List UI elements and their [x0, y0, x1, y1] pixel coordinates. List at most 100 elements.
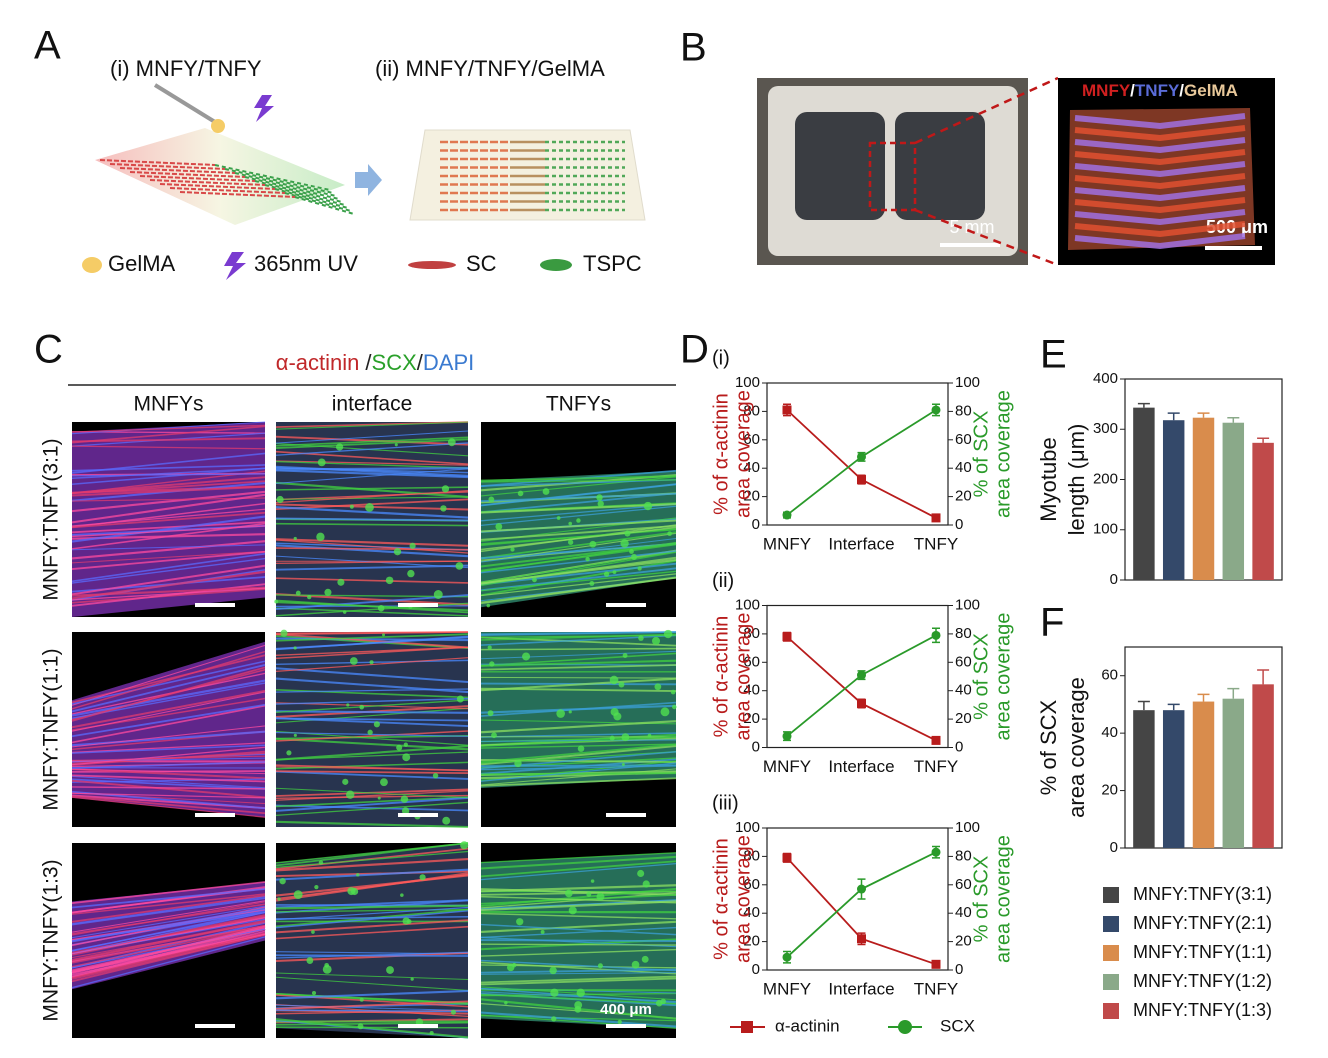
bar [1133, 407, 1155, 580]
y2-tick-label: 100 [955, 596, 980, 613]
fiber [480, 939, 677, 943]
legend-bars: MNFY:TNFY(3:1) MNFY:TNFY(2:1) MNFY:TNFY(1:… [1103, 884, 1272, 1020]
bar [1133, 710, 1155, 848]
cell [631, 960, 640, 969]
cell [433, 590, 443, 599]
cell [609, 735, 615, 741]
y-tick-label: 300 [1093, 420, 1118, 437]
fiber [71, 779, 266, 799]
fiber [480, 650, 677, 660]
fiber [71, 703, 266, 738]
cell [568, 521, 573, 526]
fiber [234, 172, 337, 197]
y-tick-label: 80 [743, 402, 760, 419]
y-tick-label: 60 [1101, 667, 1118, 684]
y2-axis-label: area coverage [992, 613, 1014, 741]
legend-label: SCX [940, 1016, 975, 1035]
fiber [129, 171, 246, 178]
cell [286, 750, 292, 756]
marker [782, 405, 792, 415]
fiber [275, 469, 469, 479]
stripe [1074, 197, 1246, 214]
fiber [480, 948, 677, 957]
fiber [275, 745, 469, 761]
fiber [480, 634, 677, 639]
photo: 5 mm [757, 78, 1028, 265]
fiber [71, 679, 266, 717]
stain-part: TNFY [1135, 81, 1180, 100]
y-axis-label: area coverage [732, 613, 754, 741]
chart-subtitle: (ii) [712, 570, 734, 592]
cell [603, 571, 610, 577]
cell [295, 590, 301, 596]
fiber [71, 502, 266, 528]
fiber [71, 445, 266, 450]
cell [349, 504, 354, 509]
fiber [275, 460, 469, 469]
fiber [214, 164, 331, 191]
cell [276, 495, 284, 504]
fiber [275, 1000, 469, 1010]
cell [609, 675, 619, 685]
step-label: (i) MNFY/TNFY [110, 56, 262, 81]
y-axis-label: % of α-actinin [710, 393, 732, 515]
cell [510, 547, 515, 552]
x-tick-label: MNFY [763, 979, 811, 998]
fiber [480, 977, 677, 986]
fiber [275, 517, 469, 522]
error-bar [1227, 687, 1240, 699]
fiber [275, 481, 469, 499]
cell [440, 505, 447, 512]
fiber [275, 707, 469, 724]
y2-axis-label: % of SCX [970, 411, 992, 498]
cell [567, 539, 574, 545]
fiber [275, 544, 469, 558]
cell [576, 518, 581, 523]
marker [782, 510, 792, 520]
fiber [275, 486, 469, 491]
fiber [275, 717, 469, 722]
zoom-line [914, 208, 1059, 267]
cell [356, 873, 360, 877]
micrograph [480, 422, 677, 617]
tissue [276, 843, 468, 1038]
fiber [275, 989, 469, 1000]
bar [1162, 420, 1185, 580]
cell [373, 721, 380, 728]
cell [335, 443, 344, 451]
fiber [71, 903, 266, 935]
fiber [480, 532, 677, 563]
y-tick-label: 20 [743, 710, 760, 727]
fiber [480, 562, 677, 586]
y2-tick-label: 80 [955, 625, 972, 642]
cell [621, 733, 630, 742]
marker [857, 884, 866, 894]
fiber [71, 421, 266, 435]
y-axis-label: % of α-actinin [710, 616, 732, 738]
fiber [275, 868, 469, 881]
fiber [71, 900, 266, 933]
fiber [71, 550, 266, 564]
fiber [71, 792, 266, 799]
fiber [71, 742, 266, 753]
cell [574, 1006, 582, 1013]
y-tick-label: 0 [752, 738, 760, 755]
cell [507, 963, 515, 972]
fiber [275, 906, 469, 921]
fiber [224, 168, 334, 194]
fiber [275, 465, 469, 477]
y-tick-label: 60 [743, 431, 760, 448]
fiber [480, 743, 677, 749]
cell [316, 532, 325, 542]
marker [931, 959, 941, 969]
cell [314, 885, 319, 890]
fiber [275, 730, 469, 742]
fiber [71, 894, 266, 923]
fiber [139, 175, 256, 182]
schematic-step1 [95, 83, 345, 225]
series-line [786, 857, 937, 966]
cell [402, 753, 411, 762]
cell [442, 816, 451, 825]
y-tick-label: 0 [752, 961, 760, 978]
fiber [71, 654, 266, 704]
